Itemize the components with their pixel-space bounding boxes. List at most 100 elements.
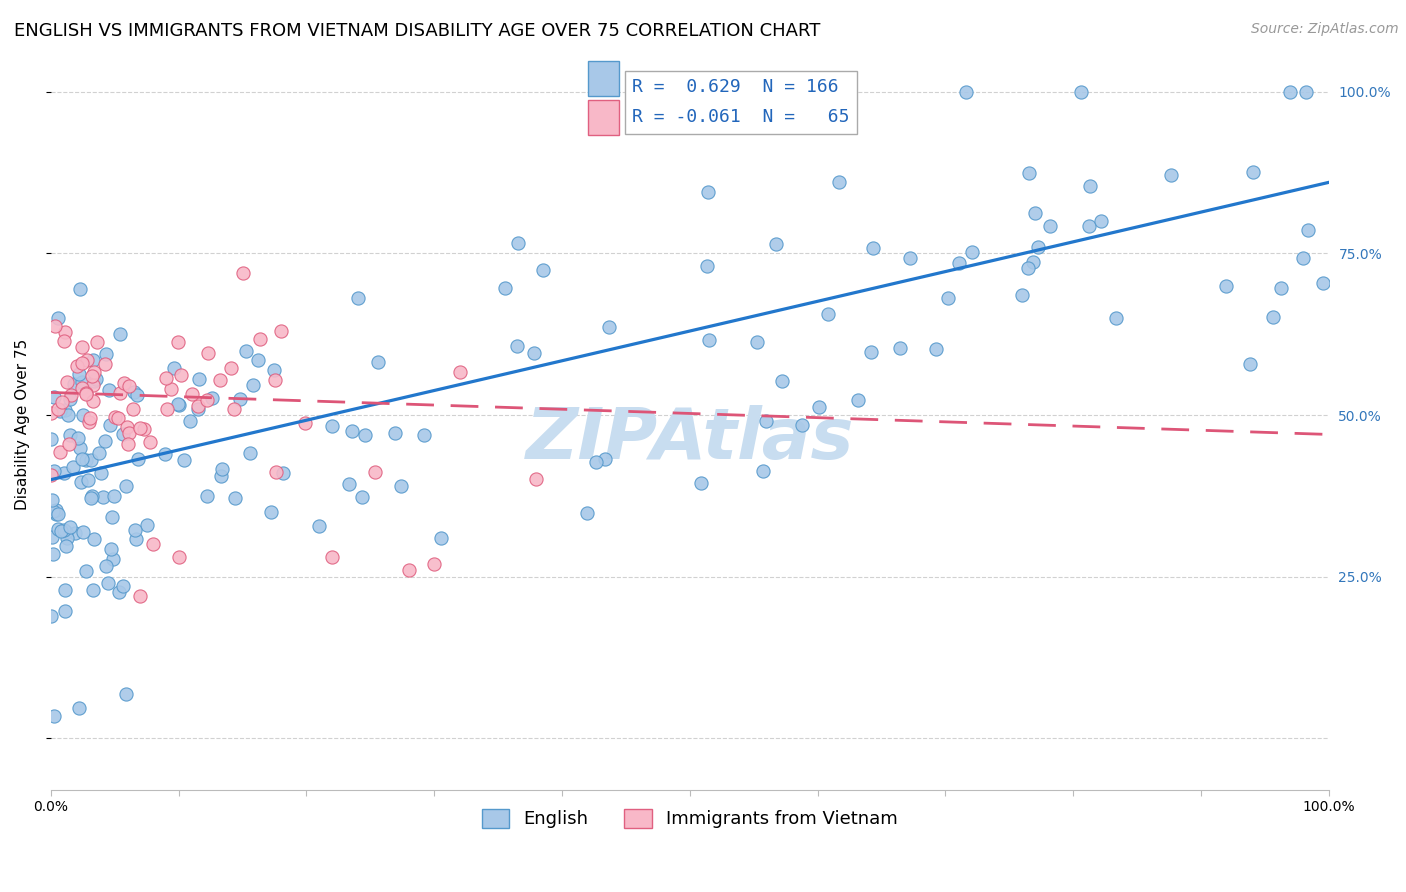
Point: [97, 383, 120, 397]
Point: [353, 428, 375, 442]
Point: [270, 324, 292, 338]
Point: [197, 346, 219, 360]
Point: [118, 379, 141, 393]
Point: [593, 451, 616, 466]
Point: [430, 532, 453, 546]
Point: [273, 467, 295, 481]
Point: [1261, 310, 1284, 324]
Point: [696, 259, 718, 273]
Point: [384, 425, 406, 440]
Point: [49, 445, 72, 459]
Point: [862, 241, 884, 255]
Point: [56, 408, 79, 422]
Point: [115, 419, 138, 434]
Point: [117, 436, 139, 450]
Point: [264, 373, 287, 387]
Point: [83, 374, 105, 388]
Point: [1026, 239, 1049, 253]
Point: [70, 475, 93, 489]
Point: [765, 236, 787, 251]
Point: [246, 353, 269, 368]
Point: [163, 360, 186, 375]
Point: [1078, 179, 1101, 194]
Point: [55, 539, 77, 553]
Text: ZIPAtlas: ZIPAtlas: [526, 405, 853, 474]
Point: [160, 382, 183, 396]
Point: [506, 235, 529, 250]
Point: [308, 519, 330, 533]
Point: [697, 186, 720, 200]
Point: [82, 393, 104, 408]
Point: [167, 397, 190, 411]
Point: [83, 533, 105, 547]
Point: [221, 361, 243, 376]
Point: [94, 558, 117, 573]
Point: [494, 281, 516, 295]
Point: [125, 532, 148, 546]
Point: [72, 375, 94, 389]
Point: [747, 334, 769, 349]
Point: [523, 345, 546, 359]
Point: [249, 332, 271, 346]
Point: [155, 371, 177, 385]
Point: [82, 583, 104, 598]
Point: [423, 557, 446, 571]
Point: [142, 537, 165, 551]
Point: [167, 334, 190, 349]
Point: [58, 436, 80, 450]
Point: [860, 344, 883, 359]
Point: [82, 352, 104, 367]
Point: [235, 343, 257, 358]
Point: [128, 421, 150, 435]
Point: [80, 489, 103, 503]
Point: [66, 359, 89, 374]
Point: [576, 506, 599, 520]
Point: [53, 524, 76, 538]
Point: [62, 376, 84, 391]
Point: [80, 491, 103, 505]
Point: [195, 489, 218, 503]
Point: [72, 340, 94, 354]
Point: [828, 175, 851, 189]
Point: [69, 441, 91, 455]
Point: [187, 401, 209, 416]
Point: [72, 408, 94, 422]
Point: [1022, 255, 1045, 269]
Point: [260, 505, 283, 519]
Point: [367, 355, 389, 369]
Legend: English, Immigrants from Vietnam: English, Immigrants from Vietnam: [475, 802, 905, 836]
Point: [352, 490, 374, 504]
Point: [108, 326, 131, 341]
Point: [42, 390, 65, 404]
Point: [39, 468, 62, 483]
Point: [121, 402, 143, 417]
Point: [1215, 278, 1237, 293]
Point: [231, 266, 253, 280]
Point: [69, 283, 91, 297]
Point: [526, 472, 548, 486]
Point: [264, 466, 287, 480]
Point: [925, 342, 948, 356]
Point: [49, 404, 72, 418]
Point: [76, 352, 98, 367]
Point: [294, 416, 316, 430]
Point: [201, 391, 224, 405]
Point: [114, 479, 136, 493]
Point: [97, 575, 120, 590]
Point: [96, 347, 118, 361]
Point: [173, 452, 195, 467]
Point: [211, 462, 233, 476]
Point: [108, 585, 131, 599]
Point: [91, 490, 114, 504]
Point: [53, 403, 76, 417]
Point: [86, 372, 108, 386]
Point: [39, 432, 62, 446]
Point: [960, 244, 983, 259]
Point: [209, 469, 232, 483]
Point: [63, 526, 86, 541]
Point: [112, 376, 135, 391]
Point: [1270, 281, 1292, 295]
Point: [1295, 85, 1317, 99]
Point: [398, 563, 420, 577]
Point: [412, 427, 434, 442]
